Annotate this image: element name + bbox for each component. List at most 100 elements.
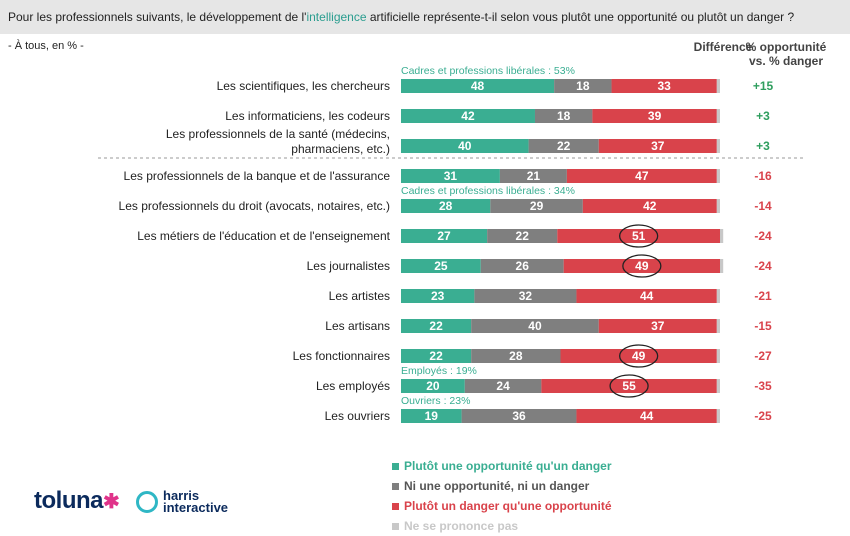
bar-segment (598, 139, 717, 153)
bar-segment (592, 109, 717, 123)
ring-icon (136, 491, 158, 513)
difference-value: +3 (756, 139, 770, 153)
difference-value: -24 (754, 229, 772, 243)
category-label: Les ouvriers (325, 409, 390, 423)
data-label: 36 (512, 409, 526, 423)
header-percent-line2: vs. % danger (748, 54, 824, 68)
bar-segment (401, 199, 491, 213)
bar-segment (464, 379, 542, 393)
category-label: Les professionnels du droit (avocats, no… (119, 199, 390, 213)
data-label: 44 (640, 409, 654, 423)
data-label: 37 (651, 139, 665, 153)
bar-segment (471, 349, 561, 363)
bar-segment (563, 259, 720, 273)
data-label: 24 (496, 379, 510, 393)
question-text: Pour les professionnels suivants, le dév… (8, 10, 794, 24)
difference-value: -27 (754, 349, 772, 363)
bar-segment (401, 349, 472, 363)
data-label: 42 (461, 109, 475, 123)
data-label: 27 (437, 229, 451, 243)
data-label: 28 (509, 349, 523, 363)
bar-segment (401, 109, 535, 123)
category-label: Les artistes (329, 289, 390, 303)
legend-item-opportunity: Plutôt une opportunité qu'un danger (392, 456, 612, 476)
bar-segment (541, 379, 717, 393)
legend-swatch-neutral (392, 482, 399, 490)
bar-segment (560, 349, 717, 363)
data-label: 37 (651, 319, 665, 333)
legend-item-nsp: Ne se prononce pas (392, 516, 612, 536)
legend-label-opportunity: Plutôt une opportunité qu'un danger (404, 459, 612, 473)
data-label: 22 (429, 319, 443, 333)
legend-label-nsp: Ne se prononce pas (404, 519, 519, 533)
legend-item-neutral: Ni une opportunité, ni un danger (392, 476, 612, 496)
data-label: 40 (528, 319, 542, 333)
legend-item-danger: Plutôt un danger qu'une opportunité (392, 496, 612, 516)
data-label: 19 (425, 409, 439, 423)
header-percent: % opportunité vs. % danger (726, 40, 846, 68)
difference-value: -16 (754, 169, 772, 183)
difference-value: -21 (754, 289, 772, 303)
bar-segment (401, 289, 475, 303)
category-label: Les fonctionnaires (293, 349, 390, 363)
bar-segment (461, 409, 577, 423)
bar-segment (716, 319, 720, 333)
bar-segment (499, 169, 567, 183)
bar-segment (598, 319, 717, 333)
annotation-label: Ouvriers : 23% (401, 395, 470, 407)
legend: Plutôt une opportunité qu'un danger Ni u… (392, 456, 612, 536)
bar-segment (716, 169, 720, 183)
data-label: 31 (444, 169, 458, 183)
data-label: 49 (635, 259, 649, 273)
header-difference: Différence (693, 40, 753, 54)
asterisk-icon: ✱ (103, 491, 120, 513)
difference-value: +15 (753, 79, 774, 93)
bar-segment (716, 139, 720, 153)
annotation-label: Cadres et professions libérales : 34% (401, 185, 575, 197)
bar-segment (401, 169, 500, 183)
category-label: Les professionnels de la banque et de l'… (124, 169, 391, 183)
data-label: 18 (557, 109, 571, 123)
bar-segment (528, 139, 599, 153)
bar-segment (716, 349, 720, 363)
difference-value: -24 (754, 259, 772, 273)
bar-segment (557, 229, 720, 243)
annotation-label: Cadres et professions libérales : 53% (401, 65, 575, 77)
bar-segment (490, 199, 583, 213)
category-label: Les employés (316, 379, 390, 393)
legend-label-danger: Plutôt un danger qu'une opportunité (404, 499, 612, 513)
data-label: 42 (643, 199, 657, 213)
base-note: - À tous, en % - (8, 40, 84, 52)
data-label: 44 (640, 289, 654, 303)
data-label: 29 (530, 199, 544, 213)
bar-segment (716, 409, 720, 423)
harris-interactive-logo: harris interactive (136, 488, 229, 515)
category-label: Les professionnels de la santé (médecins… (166, 127, 390, 156)
data-label: 32 (519, 289, 533, 303)
harris-line1: harris (163, 488, 200, 503)
data-label: 49 (632, 349, 646, 363)
harris-wordmark: harris interactive (163, 488, 229, 515)
bar-segment (401, 259, 481, 273)
question-highlight: intelligence (306, 10, 367, 24)
bar-segment (611, 79, 717, 93)
question-part-1: Pour les professionnels suivants, le dév… (8, 10, 307, 24)
bar-segment (566, 169, 717, 183)
bar-segment (582, 199, 717, 213)
legend-swatch-danger (392, 502, 399, 510)
data-label: 51 (632, 229, 646, 243)
difference-value: -15 (754, 319, 772, 333)
bar-segment (716, 79, 720, 93)
data-label: 18 (576, 79, 590, 93)
category-label-line: pharmaciens, etc.) (291, 142, 390, 156)
bar-segment (471, 319, 599, 333)
question-part-2: artificielle représente-t-il selon vous … (366, 10, 795, 24)
bar-segment (720, 259, 724, 273)
data-label: 28 (439, 199, 453, 213)
harris-line2: interactive (163, 500, 229, 515)
data-label: 25 (434, 259, 448, 273)
data-label: 20 (426, 379, 440, 393)
bar-segment (474, 289, 577, 303)
data-label: 47 (635, 169, 649, 183)
highlight-circle (619, 344, 659, 368)
